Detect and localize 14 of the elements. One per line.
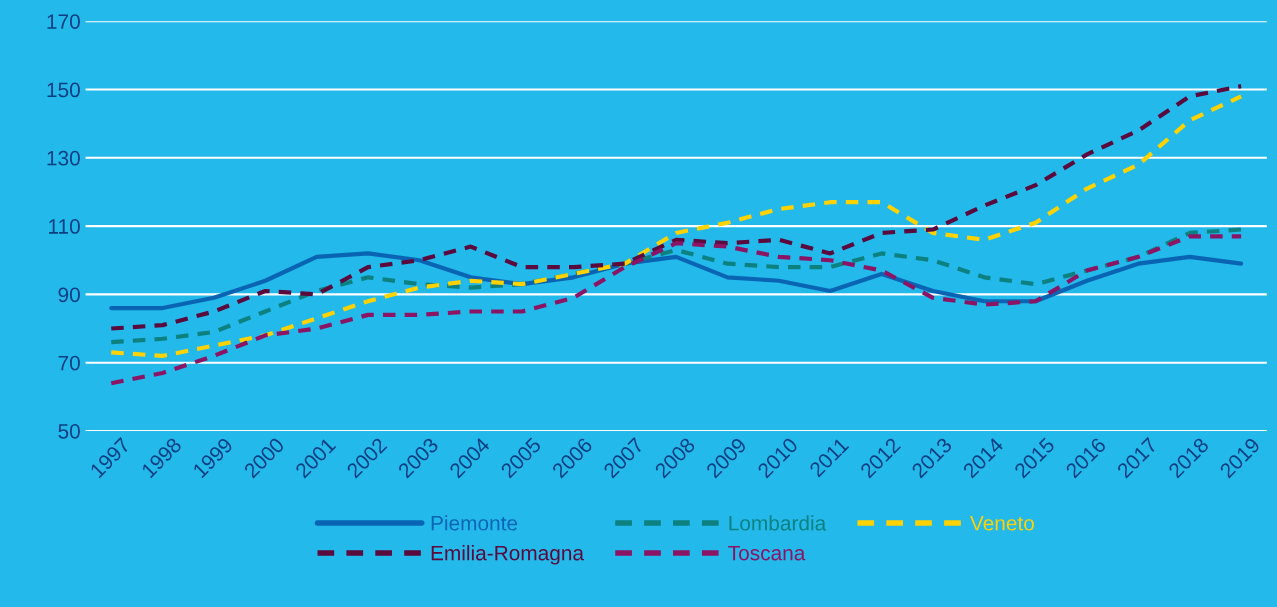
- line-series: [109, 234, 1244, 386]
- text: Toscana: [728, 545, 806, 561]
- y-tick-label: 130: [47, 150, 80, 166]
- text: Veneto: [970, 516, 1034, 531]
- text: Piemonte: [431, 515, 518, 531]
- y-tick-label: 110: [49, 219, 80, 234]
- y-tick-label: 50: [58, 423, 80, 439]
- y-tick-label: 90: [58, 287, 80, 303]
- y-tick-label: 170: [47, 14, 80, 29]
- text: Emilia-Romagna: [431, 545, 585, 565]
- y-tick-label: 150: [47, 82, 80, 98]
- line-series: [109, 227, 1244, 345]
- y-tick-label: 70: [58, 355, 80, 371]
- text: Lombardia: [729, 515, 827, 531]
